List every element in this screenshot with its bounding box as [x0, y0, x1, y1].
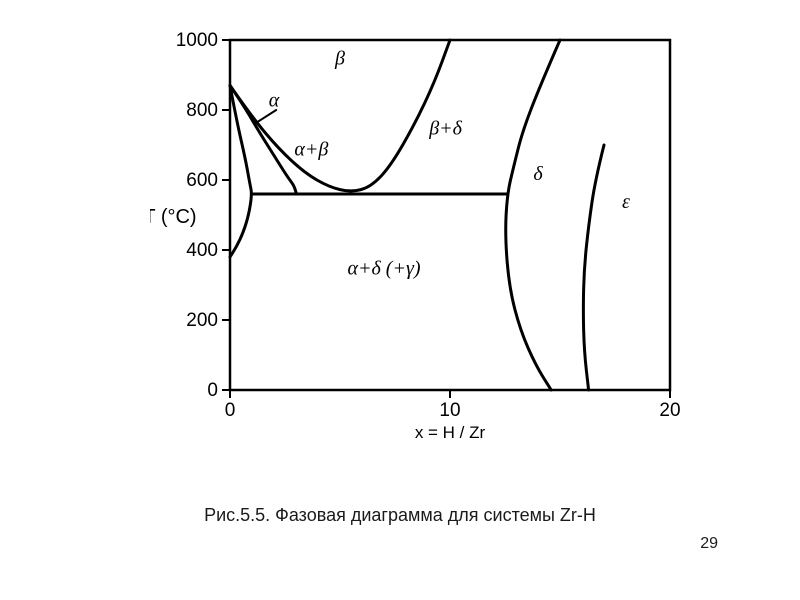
svg-text:β: β	[334, 48, 345, 70]
svg-text:α+δ (+γ): α+δ (+γ)	[348, 258, 421, 280]
svg-text:600: 600	[186, 170, 218, 191]
svg-text:20: 20	[659, 400, 680, 421]
phase-diagram: 0 200 400 600 800 1000 0 10 20 T (°C) x = H / Zr β α…	[150, 20, 690, 460]
svg-text:α: α	[269, 90, 280, 112]
svg-text:α+β: α+β	[294, 139, 328, 161]
svg-text:ε: ε	[622, 191, 630, 213]
svg-text:δ: δ	[533, 163, 543, 185]
svg-text:800: 800	[186, 100, 218, 121]
svg-text:10: 10	[439, 400, 460, 421]
svg-text:x = H / Zr: x = H / Zr	[415, 423, 486, 442]
svg-text:400: 400	[186, 240, 218, 261]
page-number: 29	[700, 535, 718, 553]
svg-text:200: 200	[186, 310, 218, 331]
svg-text:0: 0	[225, 400, 236, 421]
svg-text:β+δ: β+δ	[428, 118, 462, 140]
figure-caption: Рис.5.5. Фазовая диаграмма для системы Z…	[0, 505, 800, 526]
svg-text:0: 0	[207, 380, 218, 401]
svg-text:1000: 1000	[176, 30, 218, 51]
svg-text:T (°C): T (°C)	[150, 206, 197, 228]
